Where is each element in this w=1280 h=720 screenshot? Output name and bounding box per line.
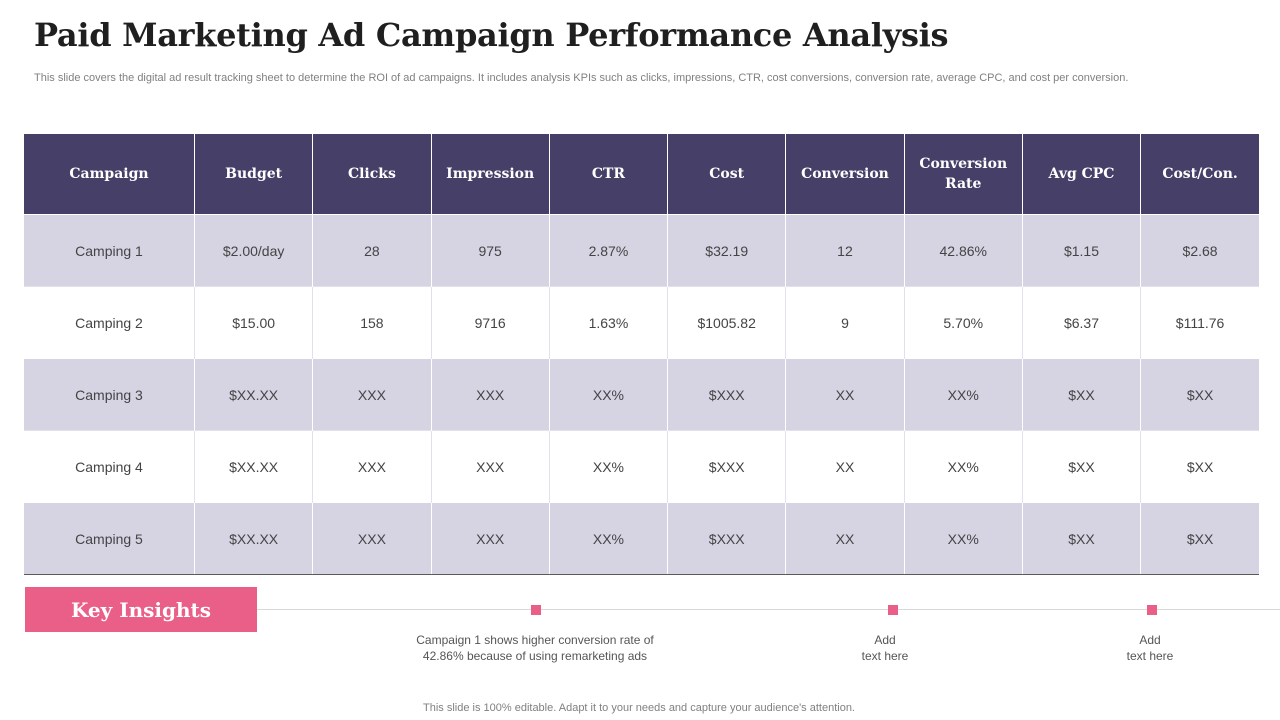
table-cell: Camping 3	[24, 358, 195, 431]
table-cell: $2.00/day	[194, 214, 314, 287]
table-cell: XX	[785, 502, 905, 575]
table-cell: 9716	[431, 286, 550, 359]
table-cell: Camping 4	[24, 430, 195, 503]
table-cell: XX	[785, 358, 905, 431]
table-cell: Camping 5	[24, 502, 195, 575]
table-cell: 28	[312, 214, 432, 287]
column-header-budget: Budget	[194, 134, 314, 215]
table-cell: XX%	[549, 358, 669, 431]
table-cell: XXX	[431, 502, 550, 575]
table-cell: 9	[785, 286, 905, 359]
column-header-conversion: Conversion	[785, 134, 905, 215]
table-cell: $XX	[1022, 430, 1142, 503]
table-cell: 2.87%	[549, 214, 669, 287]
table-cell: $XXX	[667, 358, 787, 431]
table-cell: $XX	[1022, 502, 1142, 575]
table-body: Camping 1 $2.00/day 28 975 2.87% $32.19 12 42.8…	[24, 214, 1259, 575]
table-cell: 975	[431, 214, 550, 287]
table-cell: Camping 1	[24, 214, 195, 287]
key-insights-label: Key Insights	[25, 587, 257, 632]
table-cell: $XXX	[667, 430, 787, 503]
page-title: Paid Marketing Ad Campaign Performance A…	[34, 16, 949, 54]
table-cell: $XX.XX	[194, 358, 314, 431]
table-cell: $XX.XX	[194, 430, 314, 503]
table-cell: XXX	[312, 502, 432, 575]
table-cell: XX%	[904, 502, 1023, 575]
table-row: Camping 4 $XX.XX XXX XXX XX% $XXX XX XX% $XX $XX	[24, 430, 1259, 503]
insight-text-2: Add text here	[820, 632, 950, 664]
table-cell: XX%	[549, 502, 669, 575]
column-header-cost: Cost	[667, 134, 787, 215]
table-cell: 12	[785, 214, 905, 287]
insight-text-3-line2: text here	[1126, 649, 1174, 663]
campaign-performance-table: Campaign Budget Clicks Impression CTR Co…	[24, 134, 1259, 575]
insight-marker-3	[1147, 605, 1157, 615]
table-cell: $111.76	[1140, 286, 1259, 359]
table-row: Camping 1 $2.00/day 28 975 2.87% $32.19 12 42.8…	[24, 214, 1259, 287]
insight-text-2-line2: text here	[861, 649, 909, 663]
table-cell: $XX	[1140, 502, 1259, 575]
column-header-conversion-rate: Conversion Rate	[904, 134, 1023, 215]
table-cell: $2.68	[1140, 214, 1259, 287]
table-cell: XXX	[312, 358, 432, 431]
table-cell: $XX	[1022, 358, 1142, 431]
table-cell: $1.15	[1022, 214, 1142, 287]
table-cell: 42.86%	[904, 214, 1023, 287]
table-cell: $XX.XX	[194, 502, 314, 575]
insight-marker-1	[531, 605, 541, 615]
table-cell: $15.00	[194, 286, 314, 359]
table-cell: $XX	[1140, 430, 1259, 503]
table-cell: XX%	[904, 430, 1023, 503]
column-header-ctr: CTR	[549, 134, 669, 215]
insights-divider	[257, 609, 1280, 610]
table-cell: $32.19	[667, 214, 787, 287]
footer-note: This slide is 100% editable. Adapt it to…	[423, 702, 855, 714]
insight-text-3-line1: Add	[1139, 633, 1161, 647]
table-row: Camping 3 $XX.XX XXX XXX XX% $XXX XX XX% $XX $XX	[24, 358, 1259, 431]
table-cell: XX%	[904, 358, 1023, 431]
table-header-row: Campaign Budget Clicks Impression CTR Co…	[24, 134, 1259, 215]
insight-text-1-line2: 42.86% because of using remarketing ads	[422, 649, 648, 663]
table-cell: XX	[785, 430, 905, 503]
column-header-impression: Impression	[431, 134, 550, 215]
insight-text-1: Campaign 1 shows higher conversion rate …	[380, 632, 690, 664]
insight-text-1-line1: Campaign 1 shows higher conversion rate …	[416, 633, 654, 647]
table-cell: $1005.82	[667, 286, 787, 359]
table-cell: XX%	[549, 430, 669, 503]
table-cell: $XX	[1140, 358, 1259, 431]
column-header-clicks: Clicks	[312, 134, 432, 215]
page-subtitle: This slide covers the digital ad result …	[34, 72, 1129, 84]
table-row: Camping 2 $15.00 158 9716 1.63% $1005.82 9 5.70…	[24, 286, 1259, 359]
table-cell: $6.37	[1022, 286, 1142, 359]
table-cell: 158	[312, 286, 432, 359]
table-row: Camping 5 $XX.XX XXX XXX XX% $XXX XX XX% $XX $XX	[24, 502, 1259, 575]
insight-text-3: Add text here	[1085, 632, 1215, 664]
table-cell: XXX	[431, 358, 550, 431]
table-cell: 1.63%	[549, 286, 669, 359]
table-cell: 5.70%	[904, 286, 1023, 359]
table-cell: XXX	[431, 430, 550, 503]
table-cell: $XXX	[667, 502, 787, 575]
insight-marker-2	[888, 605, 898, 615]
table-cell: XXX	[312, 430, 432, 503]
column-header-cost-per-conversion: Cost/Con.	[1140, 134, 1259, 215]
table-cell: Camping 2	[24, 286, 195, 359]
insight-text-2-line1: Add	[874, 633, 896, 647]
column-header-campaign: Campaign	[24, 134, 195, 215]
column-header-avg-cpc: Avg CPC	[1022, 134, 1142, 215]
